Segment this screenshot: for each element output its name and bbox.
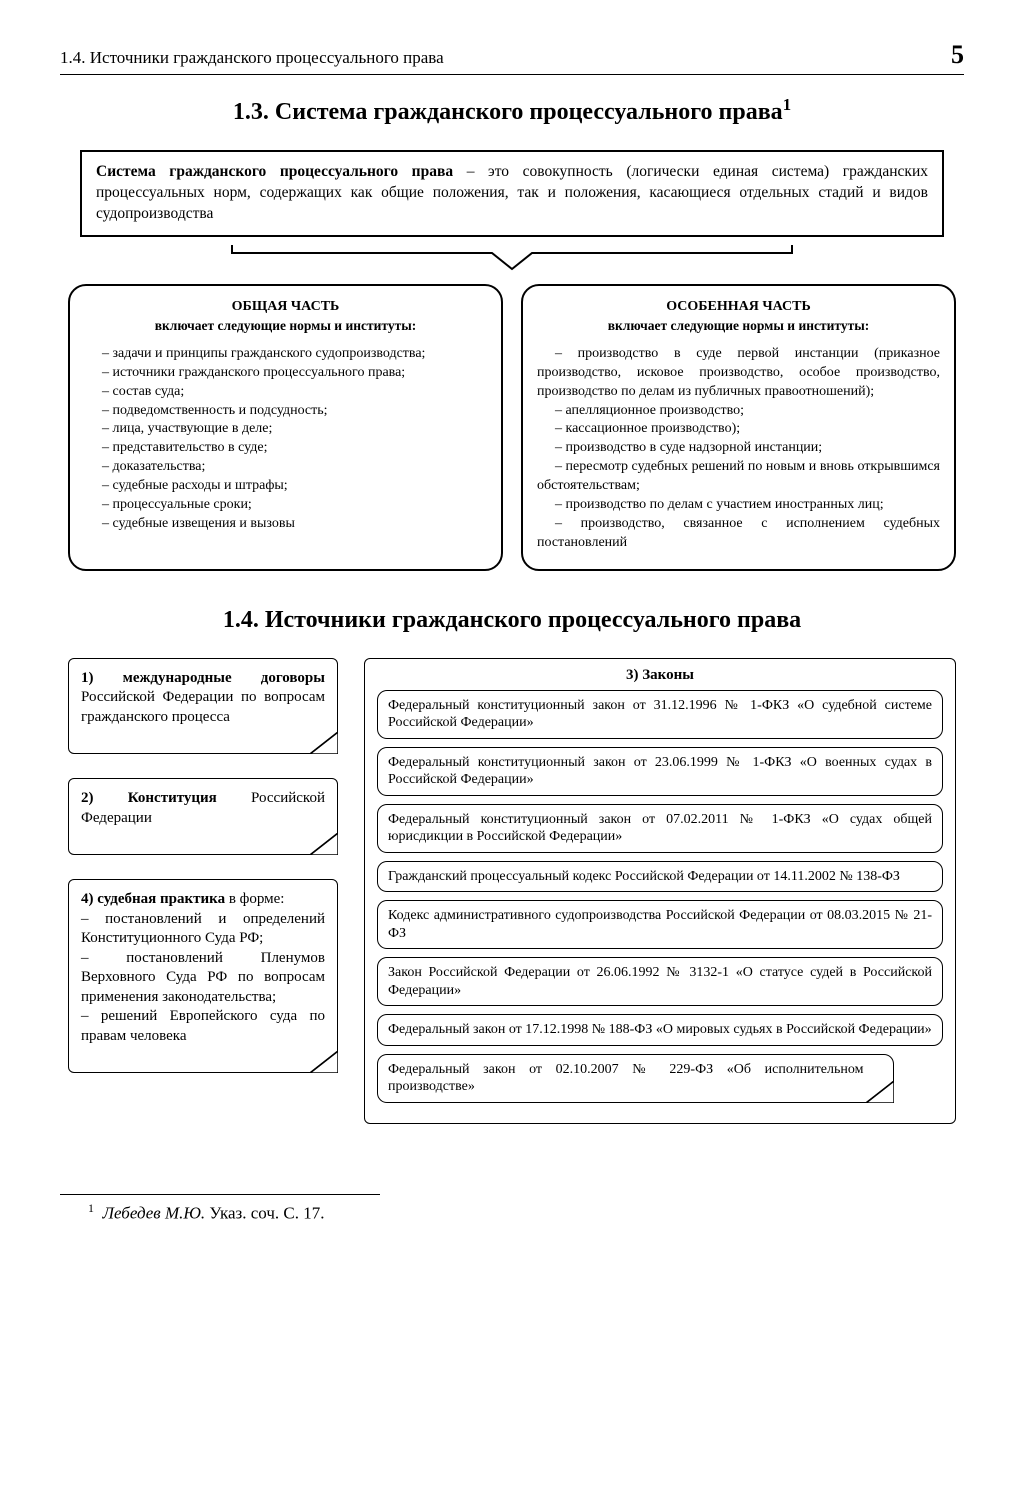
source-box-2: 2) Конституция Российской Федерации — [68, 778, 338, 855]
list-item: – решений Европейского суда по правам че… — [81, 1007, 325, 1046]
list-item: – судебные расходы и штрафы; — [84, 477, 487, 496]
law-item: Федеральный закон от 17.12.1998 № 188-ФЗ… — [377, 1014, 943, 1046]
definition-box: Система гражданского процессуального пра… — [80, 150, 944, 237]
parts-row: ОБЩАЯ ЧАСТЬ включает следующие нормы и и… — [68, 284, 956, 571]
list-item: – апелляционное производство; — [537, 402, 940, 421]
list-item: – источники гражданского процессуального… — [84, 364, 487, 383]
list-item: – производство в суде первой инстанции (… — [537, 345, 940, 402]
page-fold-icon — [866, 1081, 894, 1103]
general-part-title: ОБЩАЯ ЧАСТЬ — [84, 298, 487, 317]
list-item: – доказательства; — [84, 458, 487, 477]
list-item: – производство по делам с участием иност… — [537, 496, 940, 515]
special-part-box: ОСОБЕННАЯ ЧАСТЬ включает следующие нормы… — [521, 284, 956, 571]
footnote-rule — [60, 1194, 380, 1195]
law-item: Федеральный конституционный закон от 07.… — [377, 804, 943, 853]
source-box-4: 4) судебная практика в форме: – постанов… — [68, 879, 338, 1073]
list-item: – представительство в суде; — [84, 439, 487, 458]
page-fold-icon — [310, 833, 338, 855]
list-item: – подведомственность и подсудность; — [84, 402, 487, 421]
laws-title: 3) Законы — [377, 667, 943, 684]
page-number: 5 — [951, 40, 964, 70]
special-part-list: – производство в суде первой инстанции (… — [537, 345, 940, 553]
list-item: – лица, участвующие в деле; — [84, 420, 487, 439]
source-box-4-list: – постановлений и определений Конституци… — [81, 910, 325, 1047]
special-part-subtitle: включает следующие нормы и институты: — [537, 317, 940, 335]
law-item: Федеральный закон от 02.10.2007 № 229-ФЗ… — [377, 1054, 894, 1103]
down-arrow-icon — [60, 243, 964, 278]
general-part-list: – задачи и принципы гражданского судопро… — [84, 345, 487, 534]
page-fold-icon — [310, 732, 338, 754]
sources-left-column: 1) международные договоры Российской Фед… — [68, 658, 338, 1074]
general-part-subtitle: включает следующие нормы и институты: — [84, 317, 487, 335]
law-item: Гражданский процессуальный кодекс Россий… — [377, 861, 943, 893]
list-item: – состав суда; — [84, 383, 487, 402]
list-item: – производство в суде надзорной инстанци… — [537, 439, 940, 458]
list-item: – производство, связанное с исполнением … — [537, 515, 940, 553]
section-1-4-title: 1.4. Источники гражданского процессуальн… — [60, 607, 964, 634]
sources-row: 1) международные договоры Российской Фед… — [68, 658, 956, 1124]
section-1-3-title: 1.3. Система гражданского процессуальног… — [60, 95, 964, 126]
source-box-1: 1) международные договоры Российской Фед… — [68, 658, 338, 755]
law-item: Федеральный конституционный закон от 23.… — [377, 747, 943, 796]
list-item: – судебные извещения и вызовы — [84, 515, 487, 534]
laws-list: Федеральный конституционный закон от 31.… — [377, 690, 943, 1103]
list-item: – задачи и принципы гражданского судопро… — [84, 345, 487, 364]
general-part-box: ОБЩАЯ ЧАСТЬ включает следующие нормы и и… — [68, 284, 503, 571]
law-item: Кодекс административного судопроизводств… — [377, 900, 943, 949]
list-item: – постановлений Пленумов Верховного Суда… — [81, 949, 325, 1008]
law-item: Федеральный конституционный закон от 31.… — [377, 690, 943, 739]
special-part-title: ОСОБЕННАЯ ЧАСТЬ — [537, 298, 940, 317]
list-item: – постановлений и определений Конституци… — [81, 910, 325, 949]
laws-block: 3) Законы Федеральный конституционный за… — [364, 658, 956, 1124]
page-fold-icon — [310, 1051, 338, 1073]
list-item: – процессуальные сроки; — [84, 496, 487, 515]
footnote: 1 Лебедев М.Ю. Указ. соч. С. 17. — [88, 1201, 964, 1224]
running-header: 1.4. Источники гражданского процессуальн… — [60, 40, 964, 75]
list-item: – кассационное производство); — [537, 420, 940, 439]
header-label: 1.4. Источники гражданского процессуальн… — [60, 48, 444, 68]
law-item: Закон Российской Федерации от 26.06.1992… — [377, 957, 943, 1006]
list-item: – пересмотр судебных решений по новым и … — [537, 458, 940, 496]
